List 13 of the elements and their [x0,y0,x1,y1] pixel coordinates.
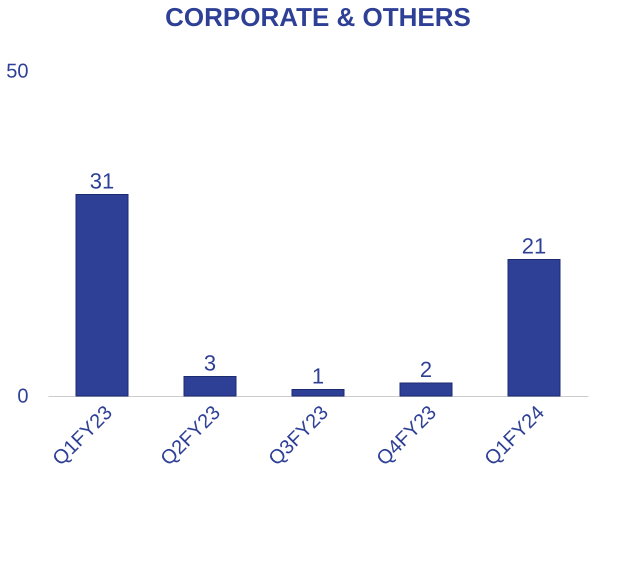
data-label: 3 [204,350,216,376]
bar [184,376,236,396]
bar [76,194,128,396]
bar [292,389,344,396]
y-tick-label: 0 [17,386,28,408]
bar [400,382,452,396]
data-label: 1 [312,364,324,388]
y-tick-label: 50 [6,60,28,82]
data-label: 21 [522,234,546,258]
data-label: 31 [90,168,114,194]
data-label: 2 [420,357,432,382]
bar [508,259,560,396]
chart-title: CORPORATE & OTHERS [165,2,471,32]
